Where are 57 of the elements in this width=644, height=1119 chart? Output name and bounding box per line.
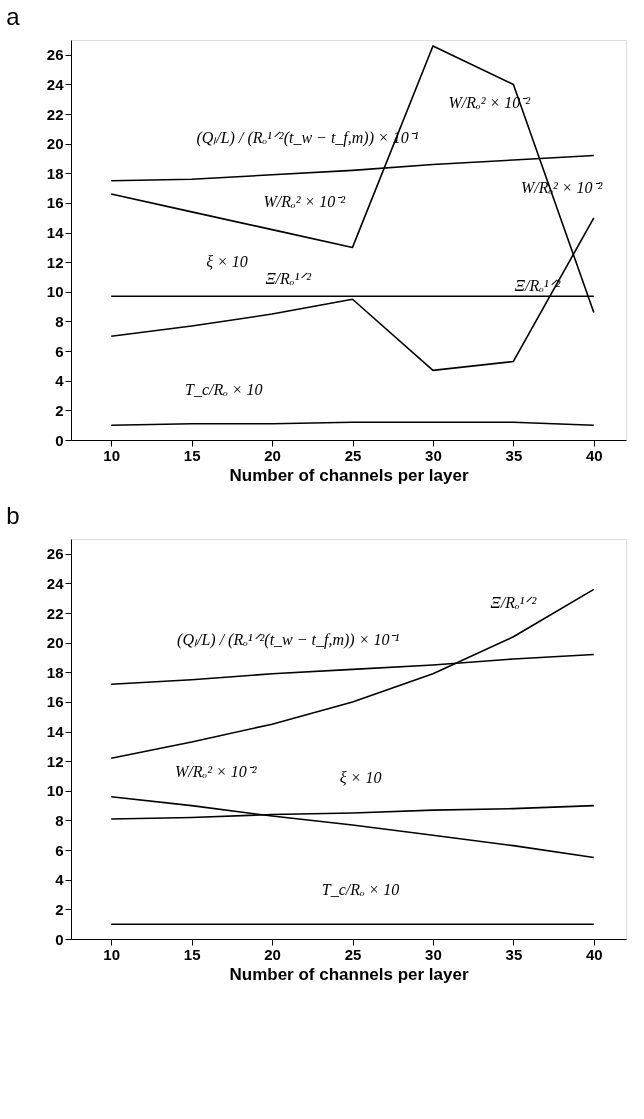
y-tick-label: 26 — [46, 46, 64, 64]
y-tick-label: 2 — [55, 900, 64, 918]
x-tick-label: 25 — [344, 446, 362, 464]
y-tick-label: 8 — [55, 811, 64, 829]
y-tick-label: 12 — [46, 752, 64, 770]
y-tick-label: 22 — [46, 604, 64, 622]
x-axis-title: Number of channels per layer — [229, 964, 469, 984]
y-tick-label: 8 — [55, 312, 64, 330]
y-tick-label: 14 — [46, 723, 65, 741]
annotation: T_c/Rₒ × 10 — [321, 881, 400, 899]
y-tick-label: 24 — [46, 574, 65, 592]
y-tick-label: 6 — [55, 841, 64, 859]
annotation: T_c/Rₒ × 10 — [185, 380, 263, 398]
y-tick-label: 6 — [55, 342, 64, 360]
y-tick-label: 22 — [46, 105, 64, 123]
line-series — [110, 795, 595, 859]
annotation: Ξ/Rₒ¹ᐟ² — [490, 593, 538, 611]
x-tick-label: 35 — [505, 945, 523, 963]
x-tick-label: 25 — [344, 945, 362, 963]
y-tick-label: 14 — [46, 224, 65, 242]
annotation: ξ × 10 — [339, 768, 382, 786]
y-tick-label: 10 — [46, 782, 64, 800]
y-tick-label: 0 — [55, 930, 64, 948]
x-tick-label: 20 — [264, 446, 281, 464]
y-tick-label: 16 — [46, 693, 64, 711]
y-tick-label: 18 — [46, 164, 64, 182]
y-tick-label: 0 — [55, 431, 64, 449]
y-tick-label: 4 — [55, 372, 65, 390]
x-axis-title: Number of channels per layer — [229, 465, 469, 485]
x-tick-label: 40 — [585, 945, 603, 963]
y-tick-label: 4 — [55, 871, 65, 889]
y-tick-label: 26 — [46, 545, 64, 563]
annotation: W/Rₒ² × 10⁻² — [175, 762, 258, 780]
y-tick-label: 20 — [46, 135, 64, 153]
x-tick-label: 10 — [103, 446, 121, 464]
y-tick-label: 16 — [46, 194, 64, 212]
x-tick-label: 20 — [264, 945, 281, 963]
line-series — [110, 588, 595, 760]
x-tick-label: 35 — [505, 446, 523, 464]
y-tick-label: 24 — [46, 75, 65, 93]
x-tick-label: 30 — [425, 945, 442, 963]
x-tick-label: 15 — [183, 945, 201, 963]
y-tick-label: 12 — [46, 253, 64, 271]
y-tick-label: 10 — [46, 283, 64, 301]
y-tick-label: 2 — [55, 401, 64, 419]
chart-title: b — [6, 502, 20, 529]
y-tick-label: 20 — [46, 634, 64, 652]
annotation: Ξ/Rₒ¹ᐟ² — [265, 269, 313, 287]
x-tick-label: 15 — [183, 446, 201, 464]
x-tick-label: 30 — [425, 446, 442, 464]
x-tick-label: 10 — [103, 945, 121, 963]
annotation: W/Rₒ² × 10⁻² — [263, 192, 347, 210]
chart-title: a — [6, 3, 21, 30]
annotation: (Qₗ/L) / (Rₒ¹ᐟ²(t_w − t_f,m)) × 10⁻¹ — [177, 630, 400, 649]
annotation: ξ × 10 — [206, 253, 248, 271]
y-tick-label: 18 — [46, 663, 64, 681]
x-tick-label: 40 — [585, 446, 603, 464]
